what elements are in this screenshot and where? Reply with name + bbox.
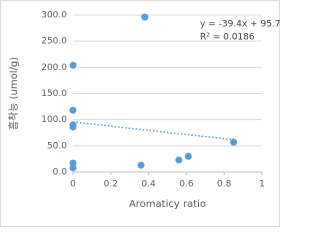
y-tick-label: 250.0 xyxy=(41,37,67,47)
data-point xyxy=(230,138,238,146)
x-tick-label: 0.8 xyxy=(217,180,232,190)
data-point xyxy=(141,13,149,21)
data-point xyxy=(137,161,145,169)
data-point xyxy=(69,61,77,69)
y-tick-label: 50.0 xyxy=(47,141,67,151)
data-point xyxy=(184,152,192,160)
x-tick-label: 0.6 xyxy=(179,180,194,190)
trendline-label: y = -39.4x + 95.721 xyxy=(200,20,280,30)
trendline xyxy=(72,121,234,141)
data-point xyxy=(69,106,77,114)
y-tick-label: 100.0 xyxy=(41,115,67,125)
x-tick-label: 0.2 xyxy=(104,180,118,190)
x-tick-label: 1 xyxy=(259,180,265,190)
data-point xyxy=(69,123,77,131)
x-axis-label: Aromaticy ratio xyxy=(129,199,206,210)
data-point xyxy=(69,164,77,172)
y-tick-label: 0.0 xyxy=(53,168,68,178)
x-tick-label: 0.4 xyxy=(141,180,156,190)
trendline-label: R² = 0.0186 xyxy=(200,33,255,43)
y-tick-label: 300.0 xyxy=(41,11,67,21)
y-tick-label: 150.0 xyxy=(41,89,67,99)
data-point xyxy=(175,156,183,164)
y-axis-label: 흡착능 (umol/g) xyxy=(7,57,20,130)
x-tick-label: 0 xyxy=(70,180,76,190)
chart-border xyxy=(0,0,280,227)
y-tick-label: 200.0 xyxy=(41,63,67,73)
chart: 0.0 50.0 100.0 150.0 200.0 250.0 300.0 0 0.2 0.4 0… xyxy=(0,0,280,227)
